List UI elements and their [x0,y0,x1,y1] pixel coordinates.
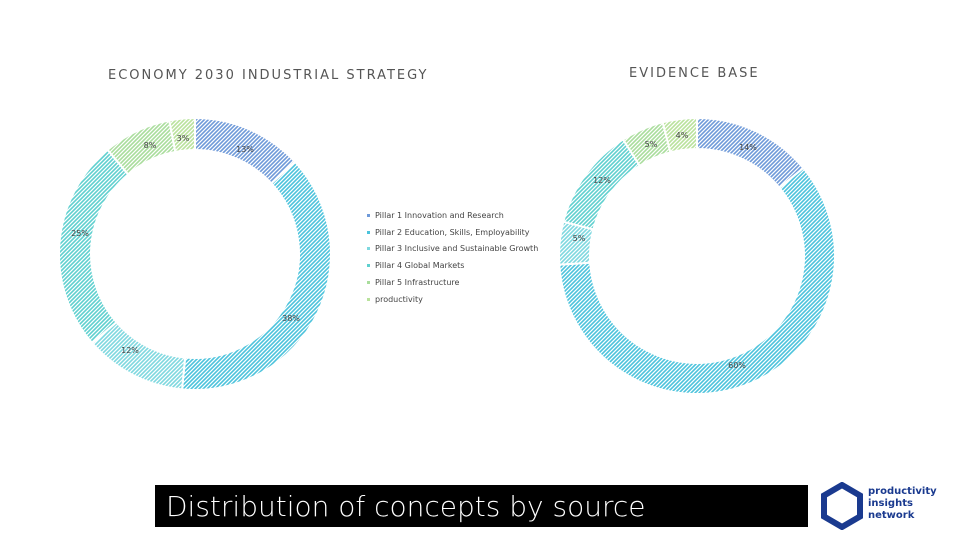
slice-data-label: 14% [739,143,757,152]
legend-label: Pillar 3 Inclusive and Sustainable Growt… [375,244,539,254]
donut-slice [696,116,805,190]
legend-swatch [367,281,370,285]
logo-line: productivity [868,486,937,497]
slice-data-label: 12% [121,346,139,355]
legend-label: Pillar 4 Global Markets [375,261,465,271]
donut-evidence-base: 14% 60% 5% 12% 5% 4% [558,116,836,395]
legend-swatch [367,247,370,251]
slice-data-label: 3% [177,134,190,143]
legend-item: Pillar 3 Inclusive and Sustainable Growt… [367,241,538,258]
slice-data-label: 60% [728,361,746,370]
productivity-insights-network-logo: productivity insights network [820,482,950,532]
donut-economy-2030: 13% 38% 12% 25% 8% 3% [58,116,332,391]
donut-slice [661,116,698,154]
slice-data-label: 25% [71,229,89,238]
slice-data-label: 5% [573,234,586,243]
legend-item: Pillar 4 Global Markets [367,257,538,274]
donut-slice [168,116,196,154]
legend-item: productivity [367,291,538,308]
caption-text: Distribution of concepts by source [166,489,646,523]
legend-label: productivity [375,294,423,304]
slice-data-label: 38% [282,314,300,323]
logo-text: productivity insights network [868,486,937,522]
slice-data-label: 4% [676,131,689,140]
donut-slice [180,160,332,391]
legend-item: Pillar 2 Education, Skills, Employabilit… [367,224,538,241]
slice-data-label: 8% [144,141,157,150]
legend-swatch [367,213,370,217]
logo-line: insights [868,498,913,509]
legend-label: Pillar 5 Infrastructure [375,278,460,288]
left-chart-title: ECONOMY 2030 INDUSTRIAL STRATEGY [108,68,429,83]
right-chart-title: EVIDENCE BASE [629,66,760,81]
caption-bar: Distribution of concepts by source [155,485,808,527]
slice-data-label: 5% [645,140,658,149]
legend-item: Pillar 5 Infrastructure [367,274,538,291]
legend-label: Pillar 1 Innovation and Research [375,210,504,220]
slice-data-label: 13% [236,145,254,154]
legend-label: Pillar 2 Education, Skills, Employabilit… [375,227,530,237]
slice-data-label: 12% [593,176,611,185]
legend-item: Pillar 1 Innovation and Research [367,207,538,224]
legend-swatch [367,264,370,268]
donut-slice [58,148,130,345]
legend-swatch [367,230,370,234]
hexagon-logo-icon [821,482,863,530]
donut-slice [558,166,836,395]
logo-line: network [868,510,915,521]
legend-swatch [367,297,370,301]
legend: Pillar 1 Innovation and Research Pillar … [367,207,538,308]
